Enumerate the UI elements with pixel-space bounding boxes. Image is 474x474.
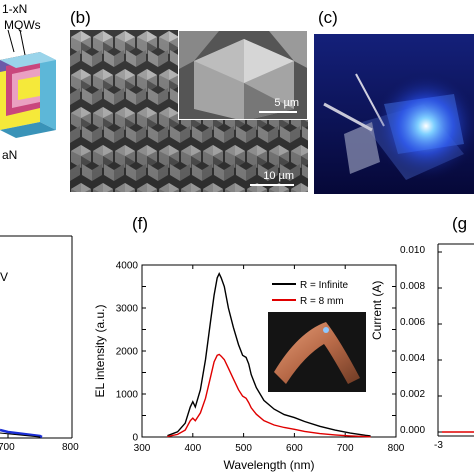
panel-g-tick-0002: 0.002 — [400, 389, 426, 400]
sem-inset: 5 µm — [178, 30, 308, 120]
x-tick-label: 300 — [134, 443, 151, 454]
panel-a-label-mqw: MQWs — [4, 18, 41, 32]
sem-inset-hexagon — [179, 31, 307, 119]
panel-b-letter: (b) — [70, 8, 91, 27]
x-tick-label: 700 — [337, 443, 354, 454]
panel-g-plot-fragment — [437, 243, 474, 437]
bent-device-inset-photo — [268, 312, 366, 392]
panel-g-letter: (g — [452, 214, 468, 233]
panel-g-tick-0004: 0.004 — [400, 353, 426, 364]
y-tick-label: 1000 — [116, 390, 139, 401]
panel-g: 0.010 0.008 0.006 0.004 0.002 0.000 -3 — [400, 240, 474, 474]
sem-scale-bar — [250, 184, 294, 186]
series-line-1 — [167, 353, 371, 438]
panel-g-tick-0000: 0.000 — [400, 425, 426, 436]
legend-label-0: R = Infinite — [300, 280, 349, 291]
panel-c-photo — [314, 34, 474, 194]
panel-a: 1-xN MQWs aN — [0, 0, 62, 162]
sem-scale-label: 10 µm — [263, 170, 294, 182]
y-tick-label: 2000 — [116, 347, 139, 358]
panel-e-tick-800: 800 — [62, 442, 79, 453]
panel-e: V 700 800 — [0, 220, 80, 474]
panel-b-sem-image: 5 µm 10 µm — [70, 30, 308, 192]
sem-inset-scale-label: 5 µm — [274, 97, 299, 109]
panel-e-tick-700: 700 — [0, 442, 15, 453]
y-tick-label: 4000 — [116, 261, 139, 272]
panel-c-letter: (c) — [318, 8, 338, 27]
series-line-0 — [167, 271, 371, 437]
panel-a-label-top: 1-xN — [2, 2, 28, 16]
legend-label-1: R = 8 mm — [300, 296, 344, 307]
x-tick-label: 600 — [286, 443, 303, 454]
x-tick-label: 400 — [184, 443, 201, 454]
sem-inset-scale-bar — [259, 111, 297, 113]
panel-a-label-bottom: aN — [2, 148, 18, 162]
x-tick-label: 800 — [388, 443, 405, 454]
x-tick-label: 500 — [235, 443, 252, 454]
y-tick-label: 0 — [132, 433, 138, 444]
panel-g-xtick-fragment: -3 — [434, 440, 443, 451]
y-axis-label: EL intensity (a.u.) — [93, 305, 107, 398]
layer-stack-schematic — [0, 29, 56, 138]
panel-e-fragment-text: V — [0, 270, 9, 284]
y-tick-label: 3000 — [116, 304, 139, 315]
led-device-photo — [314, 34, 474, 194]
panel-g-tick-0006: 0.006 — [400, 317, 426, 328]
x-axis-label: Wavelength (nm) — [224, 458, 315, 472]
panel-g-tick-0008: 0.008 — [400, 281, 426, 292]
panel-g-tick-0010: 0.010 — [400, 245, 426, 256]
panel-f-letter: (f) — [132, 214, 149, 233]
panel-g-ylabel: Current (A) — [370, 280, 384, 340]
bent-device-image — [268, 312, 366, 392]
panel-e-plot-fragment — [0, 235, 73, 439]
